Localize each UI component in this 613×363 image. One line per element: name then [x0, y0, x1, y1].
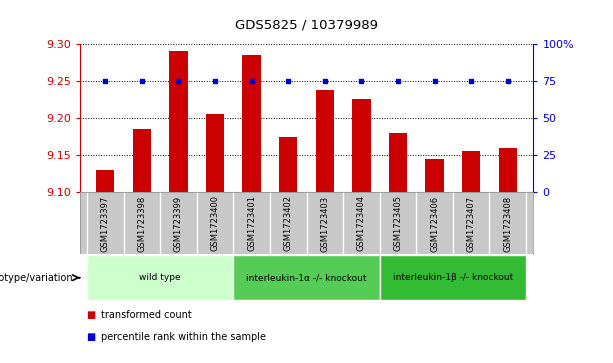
Bar [234, 255, 379, 300]
Text: ■: ■ [86, 310, 95, 320]
Text: GSM1723404: GSM1723404 [357, 195, 366, 252]
Bar [169, 51, 188, 192]
Bar [352, 99, 370, 192]
Text: GSM1723408: GSM1723408 [503, 195, 512, 252]
Bar [462, 151, 480, 192]
Bar [498, 148, 517, 192]
Text: GSM1723406: GSM1723406 [430, 195, 439, 252]
Bar [243, 55, 261, 192]
Bar [96, 170, 115, 192]
Bar [133, 129, 151, 192]
Bar [316, 90, 334, 192]
Text: interleukin-1β -/- knockout: interleukin-1β -/- knockout [393, 273, 513, 282]
Text: transformed count: transformed count [101, 310, 192, 320]
Bar [379, 255, 526, 300]
Text: genotype/variation: genotype/variation [0, 273, 74, 283]
Text: GSM1723399: GSM1723399 [174, 195, 183, 252]
Bar [389, 133, 407, 192]
Text: GSM1723407: GSM1723407 [466, 195, 476, 252]
Text: GSM1723405: GSM1723405 [394, 195, 403, 252]
Text: percentile rank within the sample: percentile rank within the sample [101, 332, 266, 342]
Text: GSM1723397: GSM1723397 [101, 195, 110, 252]
Text: GSM1723398: GSM1723398 [137, 195, 147, 252]
Text: interleukin-1α -/- knockout: interleukin-1α -/- knockout [246, 273, 367, 282]
Text: GSM1723401: GSM1723401 [247, 195, 256, 252]
Text: GSM1723403: GSM1723403 [320, 195, 329, 252]
Text: ■: ■ [86, 332, 95, 342]
Bar [87, 255, 234, 300]
Bar [425, 159, 444, 192]
Text: GSM1723402: GSM1723402 [284, 195, 293, 252]
Text: wild type: wild type [139, 273, 181, 282]
Text: GSM1723400: GSM1723400 [210, 195, 219, 252]
Text: GDS5825 / 10379989: GDS5825 / 10379989 [235, 18, 378, 31]
Bar [206, 114, 224, 192]
Bar [279, 136, 297, 192]
